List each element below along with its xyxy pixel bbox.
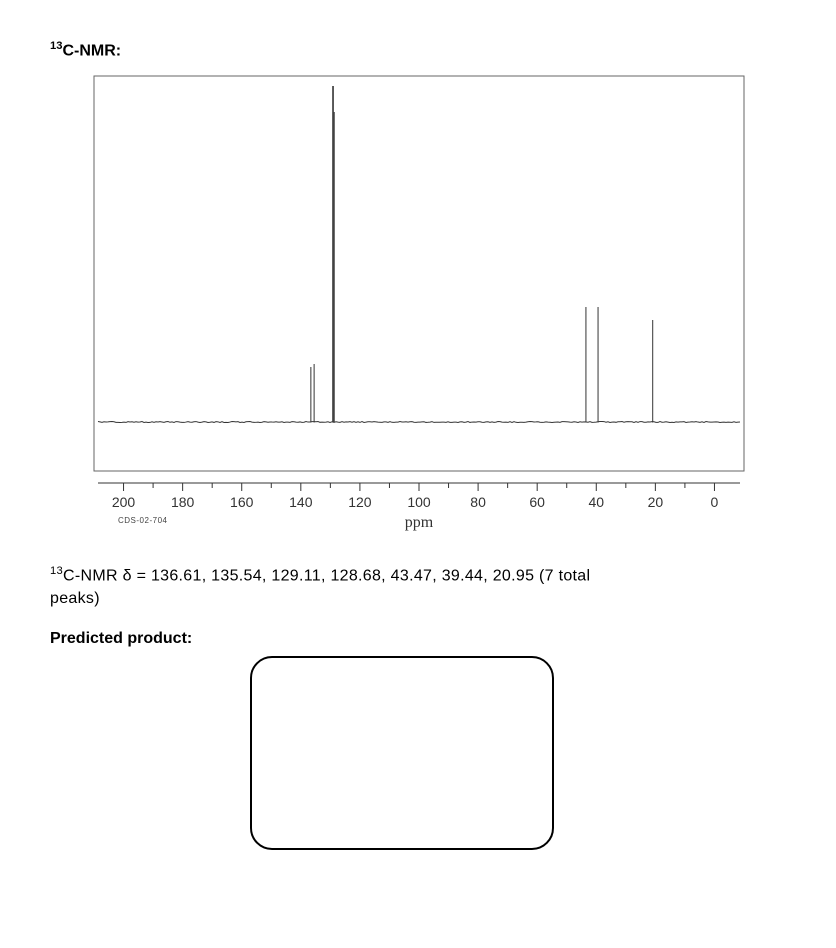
svg-text:80: 80 (470, 494, 486, 510)
c13-nmr-heading: 13C-NMR: (50, 40, 786, 60)
c13-nmr-main: C-NMR: (62, 42, 121, 59)
svg-text:0: 0 (711, 494, 719, 510)
svg-text:60: 60 (529, 494, 545, 510)
nmr-spectrum: 200180160140120100806040200ppmCDS-02-704 (74, 66, 774, 536)
peaks-line2: peaks) (50, 590, 100, 607)
c13-nmr-sup: 13 (50, 40, 62, 52)
peaks-pre: C-NMR δ = (63, 568, 151, 585)
peaks-sup: 13 (50, 565, 63, 577)
predicted-product-heading: Predicted product: (50, 630, 786, 648)
spectrum-container: 200180160140120100806040200ppmCDS-02-704 (74, 66, 786, 536)
svg-text:200: 200 (112, 494, 136, 510)
svg-text:CDS-02-704: CDS-02-704 (118, 516, 168, 525)
svg-text:20: 20 (648, 494, 664, 510)
svg-text:100: 100 (407, 494, 431, 510)
peaks-listing: 13C-NMR δ = 136.61, 135.54, 129.11, 128.… (50, 564, 786, 610)
svg-text:40: 40 (588, 494, 604, 510)
svg-text:140: 140 (289, 494, 313, 510)
peaks-values: 136.61, 135.54, 129.11, 128.68, 43.47, 3… (151, 568, 590, 585)
predicted-product-answer-box (250, 656, 554, 850)
svg-text:ppm: ppm (405, 514, 434, 531)
svg-text:180: 180 (171, 494, 195, 510)
svg-text:120: 120 (348, 494, 372, 510)
svg-text:160: 160 (230, 494, 254, 510)
